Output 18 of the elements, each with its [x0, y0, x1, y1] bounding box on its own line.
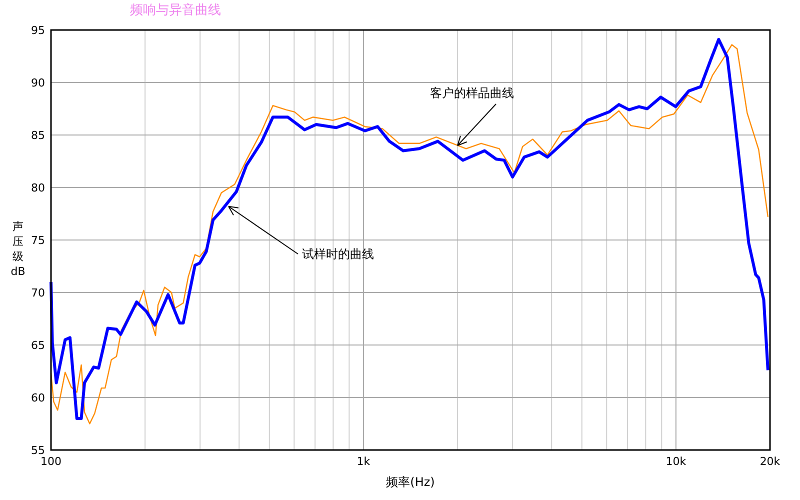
x-tick-label: 10k: [666, 455, 687, 468]
y-tick-label: 60: [31, 392, 45, 404]
y-tick-label: 65: [31, 339, 45, 352]
y-tick-label: 85: [31, 129, 45, 142]
annotation: 试样时的曲线: [302, 247, 374, 261]
y-tick-label: 95: [31, 24, 45, 37]
x-tick-label: 100: [40, 455, 62, 468]
y-tick-label: 75: [31, 234, 45, 247]
x-tick-label: 20k: [760, 455, 781, 468]
title: 频响与异音曲线: [130, 3, 221, 18]
ylabel: 声压级 dB: [10, 220, 26, 278]
y-tick-label: 80: [31, 182, 45, 194]
annotation: 客户的样品曲线: [430, 86, 514, 100]
y-tick-label: 70: [31, 286, 45, 300]
y-tick-label: 55: [31, 444, 45, 457]
x-tick-label: 1k: [356, 455, 371, 468]
x-axis-title: 频率(Hz): [386, 475, 435, 489]
y-tick-label: 90: [31, 76, 45, 90]
